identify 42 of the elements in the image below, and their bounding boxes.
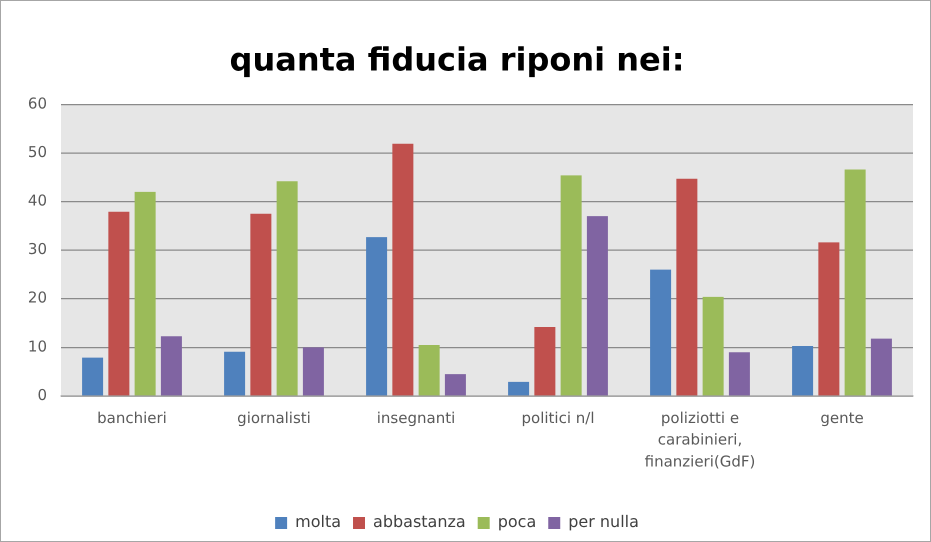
- bar: [224, 352, 246, 396]
- legend-label: per nulla: [568, 512, 639, 532]
- x-tick-label: politici n/l: [522, 408, 594, 427]
- bar: [108, 212, 130, 396]
- bar: [870, 338, 892, 396]
- bar: [792, 346, 814, 396]
- bar: [728, 352, 750, 396]
- bar: [444, 374, 466, 396]
- y-tick-label: 30: [28, 240, 47, 258]
- x-tick-label: giornalisti: [237, 408, 311, 427]
- bar: [818, 242, 840, 396]
- bar: [676, 178, 698, 396]
- bar: [650, 270, 672, 396]
- legend-label: molta: [295, 512, 342, 532]
- bar: [534, 326, 556, 396]
- bar: [160, 336, 182, 396]
- legend-label: poca: [498, 512, 536, 532]
- y-tick-label: 50: [28, 142, 47, 161]
- legend-label: abbastanza: [373, 512, 466, 532]
- bar: [276, 181, 298, 396]
- bar: [392, 144, 414, 396]
- bar: [702, 296, 724, 396]
- y-tick-label: 10: [28, 337, 47, 356]
- bar: [586, 216, 608, 396]
- bar: [844, 170, 866, 396]
- bar: [82, 358, 104, 396]
- x-tick-label: insegnanti: [376, 408, 456, 427]
- y-tick-label: 60: [28, 94, 47, 112]
- x-tick-label: poliziotti e carabinieri, finanzieri(GdF): [644, 408, 756, 470]
- x-tick-label: banchieri: [97, 408, 167, 427]
- chart-title: quanta fiducia riponi nei:: [230, 40, 684, 79]
- y-tick-label: 40: [28, 191, 47, 210]
- bar: [418, 344, 440, 396]
- y-tick-label: 0: [37, 386, 47, 404]
- bar: [366, 237, 388, 396]
- y-tick-label: 20: [28, 288, 47, 307]
- x-tick-label: gente: [820, 408, 864, 427]
- bar: [250, 214, 272, 396]
- bar: [302, 347, 324, 396]
- bar: [508, 382, 530, 396]
- bar: [134, 192, 156, 396]
- bar: [560, 175, 582, 396]
